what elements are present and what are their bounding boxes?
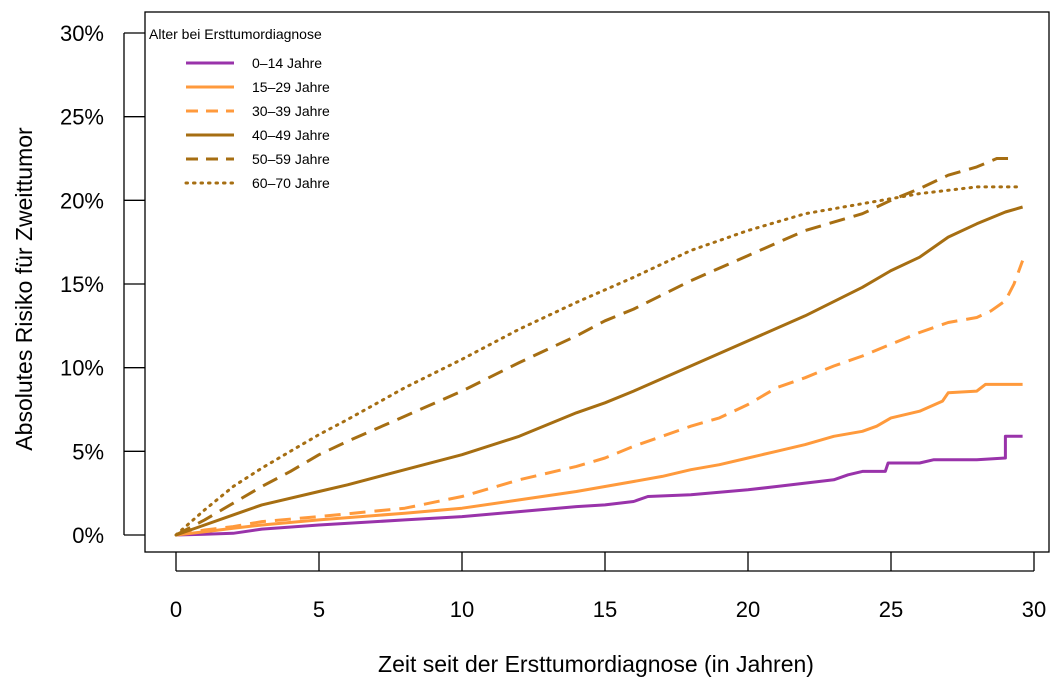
series-line-5 [174, 185, 1022, 537]
legend-label-0: 0–14 Jahre [252, 55, 322, 71]
x-tick-label: 10 [450, 597, 474, 622]
legend-label-4: 50–59 Jahre [252, 151, 330, 167]
series-layer [174, 157, 1025, 537]
x-tick-label: 30 [1022, 597, 1046, 622]
legend: Alter bei Ersttumordiagnose 0–14 Jahre 15… [149, 26, 330, 191]
legend-title: Alter bei Ersttumordiagnose [149, 26, 322, 42]
y-tick-label: 10% [60, 356, 104, 381]
legend-label-2: 30–39 Jahre [252, 103, 330, 119]
y-tick-label: 15% [60, 272, 104, 297]
series-line-1 [175, 382, 1023, 537]
plot-frame [144, 11, 1050, 553]
x-tick-label: 15 [593, 597, 617, 622]
series-line-4 [175, 157, 1014, 537]
y-tick-label: 5% [72, 439, 104, 464]
legend-label-1: 15–29 Jahre [252, 79, 330, 95]
y-tick-label: 20% [60, 188, 104, 213]
series-line-3 [175, 205, 1024, 537]
y-axis: 0% 5% 10% 15% 20% 25% 30% [60, 21, 145, 548]
x-tick-label: 0 [170, 597, 182, 622]
series-line-2 [175, 260, 1025, 537]
series-line-0 [175, 434, 1023, 537]
x-tick-label: 25 [879, 597, 903, 622]
y-tick-label: 0% [72, 523, 104, 548]
x-tick-label: 5 [313, 597, 325, 622]
y-tick-label: 25% [60, 105, 104, 130]
legend-label-5: 60–70 Jahre [252, 175, 330, 191]
x-axis: 0 5 10 15 20 25 30 [170, 552, 1046, 622]
legend-label-3: 40–49 Jahre [252, 127, 330, 143]
x-tick-label: 20 [736, 597, 760, 622]
y-tick-label: 30% [60, 21, 104, 46]
y-axis-title: Absolutes Risiko für Zweittumor [11, 127, 37, 451]
x-axis-title: Zeit seit der Ersttumordiagnose (in Jahr… [378, 651, 814, 677]
